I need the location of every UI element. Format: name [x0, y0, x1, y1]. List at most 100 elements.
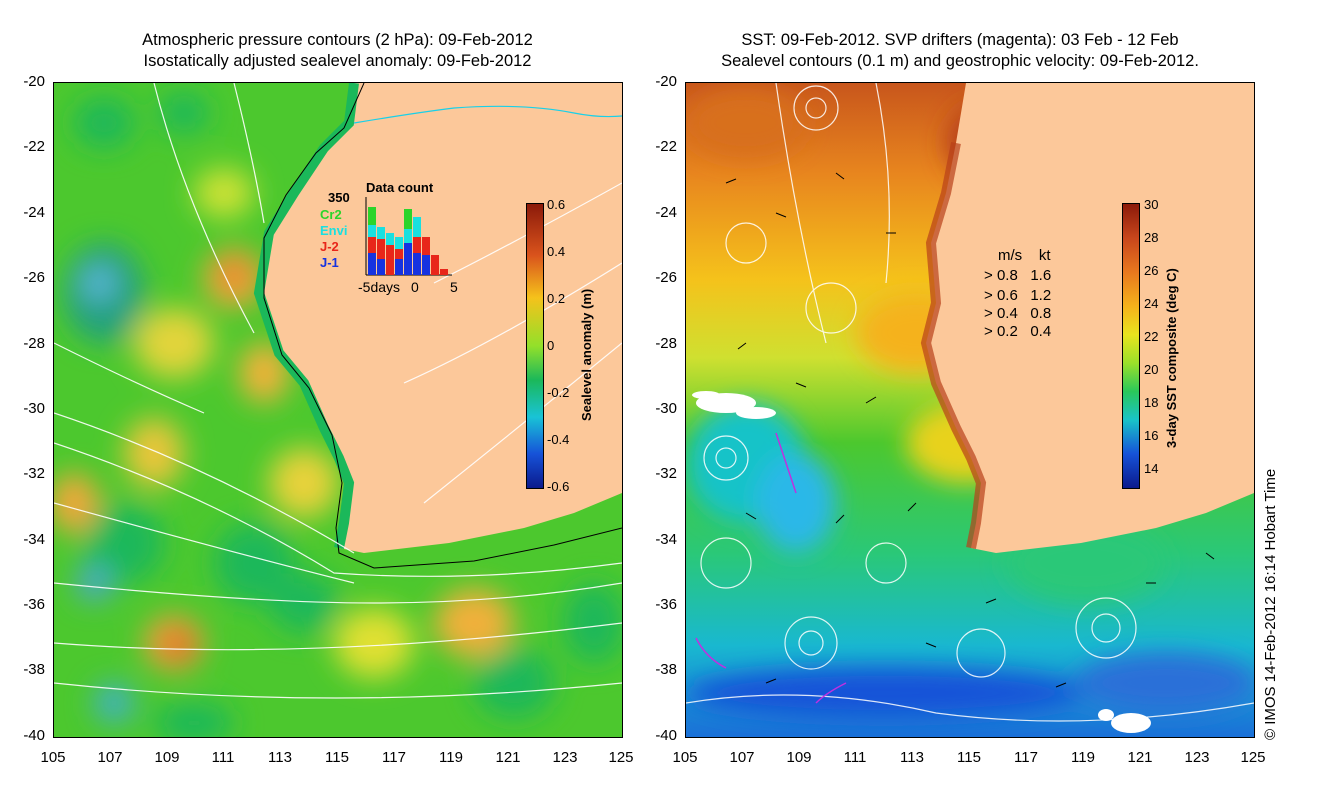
sst-colorbar-label: 3-day SST composite (deg C)	[1164, 268, 1179, 448]
velocity-legend-row-0: > 0.8 1.6	[984, 267, 1051, 285]
inset-mission-j2: J-2	[320, 239, 339, 254]
sst-tick-8: 14	[1144, 461, 1159, 476]
left-lat-label: -34	[23, 531, 45, 548]
left-lon-label: 113	[268, 749, 292, 766]
left-lon-label: 125	[608, 749, 634, 766]
left-title-line2: Isostatically adjusted sealevel anomaly:…	[143, 52, 532, 70]
inset-bars	[368, 207, 448, 275]
right-lon-label: 119	[1071, 749, 1095, 766]
right-map-graphic	[686, 83, 1254, 737]
legend-kt-2: 0.8	[1030, 305, 1052, 322]
legend-ms-1: 0.6	[996, 287, 1018, 304]
right-sst-map: m/s kt > 0.8 1.6 > 0.6 1.2 > 0.4 0.8 > 0…	[685, 82, 1255, 738]
inset-title: Data count	[366, 180, 434, 195]
data-count-inset: 350 Data count Cr2 Envi J-2 J-1	[316, 181, 461, 301]
left-lon-label: 119	[439, 749, 463, 766]
sealevel-colorbar	[526, 203, 544, 489]
left-lon-label: 117	[382, 749, 406, 766]
australia-landmass-right	[926, 83, 1254, 553]
left-lon-label: 123	[552, 749, 578, 766]
sealevel-tick-6: -0.6	[547, 479, 570, 494]
sst-tick-6: 18	[1144, 395, 1159, 410]
right-lat-label: -36	[655, 596, 677, 613]
left-lat-label: -28	[23, 335, 45, 352]
sealevel-tick-2: 0.2	[547, 291, 566, 306]
sealevel-tick-1: 0.4	[547, 244, 566, 259]
right-lon-label: 123	[1184, 749, 1210, 766]
sst-colorbar	[1122, 203, 1140, 489]
right-lat-label: -34	[655, 531, 677, 548]
left-lon-label: 107	[97, 749, 123, 766]
left-lat-label: -20	[23, 73, 45, 90]
inset-x-label-start: -5days	[358, 279, 401, 295]
right-lat-label: -28	[655, 335, 677, 352]
right-lat-label: -32	[655, 465, 677, 482]
right-title-line2: Sealevel contours (0.1 m) and geostrophi…	[721, 52, 1199, 70]
right-lat-label: -20	[655, 73, 677, 90]
arrow-icon: >	[984, 287, 993, 304]
legend-header-ms: m/s	[998, 247, 1023, 264]
right-lat-label: -22	[655, 138, 677, 155]
left-lon-label: 121	[495, 749, 521, 766]
left-lon-label: 115	[325, 749, 349, 766]
sst-tick-1: 28	[1144, 230, 1159, 245]
sst-tick-2: 26	[1144, 263, 1159, 278]
arrow-icon: >	[984, 267, 993, 284]
imos-credit: © IMOS 14-Feb-2012 16:14 Hobart Time	[1262, 468, 1279, 740]
sealevel-tick-3: 0	[547, 338, 555, 353]
left-lon-label: 111	[211, 749, 235, 766]
left-lat-label: -30	[23, 400, 45, 417]
velocity-legend-row-1: > 0.6 1.2	[984, 287, 1051, 305]
left-sealevel-map: 350 Data count Cr2 Envi J-2 J-1	[53, 82, 623, 738]
right-lat-label: -40	[655, 727, 677, 744]
left-lat-label: -24	[23, 204, 45, 221]
right-lon-label: 117	[1014, 749, 1038, 766]
sst-tick-5: 20	[1144, 362, 1159, 377]
sealevel-tick-0: 0.6	[547, 197, 566, 212]
right-lon-label: 125	[1240, 749, 1266, 766]
right-lat-label: -30	[655, 400, 677, 417]
sst-tick-0: 30	[1144, 197, 1159, 212]
sealevel-tick-4: -0.2	[547, 385, 570, 400]
left-lat-label: -38	[23, 661, 45, 678]
left-title-line1: Atmospheric pressure contours (2 hPa): 0…	[142, 31, 533, 49]
velocity-arrows	[725, 172, 1215, 688]
velocity-legend: m/s kt > 0.8 1.6 > 0.6 1.2 > 0.4 0.8 > 0…	[984, 243, 1094, 353]
left-lat-label: -36	[23, 596, 45, 613]
left-lat-label: -26	[23, 269, 45, 286]
left-lon-label: 105	[40, 749, 66, 766]
sst-tick-4: 22	[1144, 329, 1159, 344]
inset-x-label-zero: 0	[411, 279, 419, 295]
left-lat-label: -40	[23, 727, 45, 744]
left-lon-label: 109	[154, 749, 180, 766]
right-lon-label: 105	[672, 749, 698, 766]
velocity-legend-row-2: > 0.4 0.8	[984, 305, 1051, 323]
left-lat-label: -22	[23, 138, 45, 155]
legend-ms-0: 0.8	[996, 267, 1018, 284]
right-lon-label: 107	[729, 749, 755, 766]
legend-kt-1: 1.2	[1030, 287, 1052, 304]
inset-mission-j1: J-1	[320, 255, 339, 270]
right-lon-label: 113	[900, 749, 924, 766]
arrow-icon: >	[984, 323, 993, 340]
right-lat-label: -26	[655, 269, 677, 286]
right-lon-label: 115	[957, 749, 981, 766]
right-lon-label: 121	[1127, 749, 1153, 766]
right-lat-label: -24	[655, 204, 677, 221]
inset-mission-envi: Envi	[320, 223, 348, 238]
legend-header-kt: kt	[1038, 247, 1051, 264]
sst-tick-3: 24	[1144, 296, 1159, 311]
inset-x-label-end: 5	[450, 279, 458, 295]
legend-kt-0: 1.6	[1030, 267, 1052, 284]
legend-ms-2: 0.4	[996, 305, 1018, 322]
inset-bar-chart	[365, 197, 452, 276]
legend-ms-3: 0.2	[996, 323, 1018, 340]
legend-kt-3: 0.4	[1030, 323, 1052, 340]
left-lat-label: -32	[23, 465, 45, 482]
sealevel-colorbar-label: Sealevel anomaly (m)	[579, 288, 594, 421]
right-lat-label: -38	[655, 661, 677, 678]
velocity-legend-row-3: > 0.2 0.4	[984, 323, 1051, 341]
right-title-line1: SST: 09-Feb-2012. SVP drifters (magenta)…	[741, 31, 1179, 49]
inset-mission-cr2: Cr2	[320, 207, 342, 222]
sst-tick-7: 16	[1144, 428, 1159, 443]
